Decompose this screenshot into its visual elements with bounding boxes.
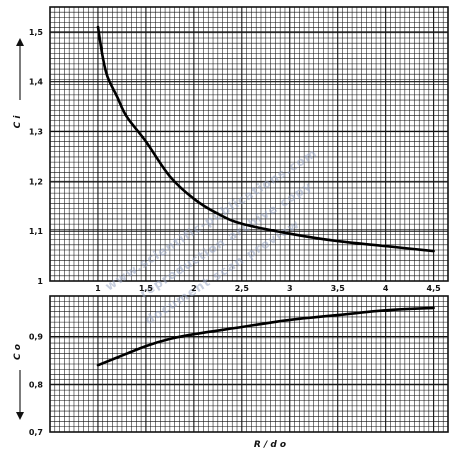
upper-y-tick-label: 1,1 bbox=[29, 227, 44, 236]
lower-y-axis-label: C o bbox=[13, 344, 23, 360]
x-tick-label: 1,5 bbox=[139, 284, 154, 293]
upper-panel-grid bbox=[49, 6, 449, 282]
lower-y-tick-label: 0,9 bbox=[29, 333, 44, 342]
x-tick-label: 1 bbox=[95, 284, 101, 293]
upper-y-tick-label: 1,3 bbox=[29, 128, 43, 137]
lower-y-tick-label: 0,7 bbox=[29, 428, 43, 437]
upper-y-tick-label: 1 bbox=[37, 277, 43, 286]
upper-series-group bbox=[96, 25, 435, 253]
axis-labels: C i C o R / d o bbox=[13, 38, 286, 450]
x-tick-label: 2,5 bbox=[235, 284, 250, 293]
lower-y-arrowhead bbox=[16, 412, 24, 420]
lower-y-tick-label: 0,8 bbox=[29, 380, 44, 389]
x-tick-label: 3 bbox=[287, 284, 293, 293]
x-tick-label: 4,5 bbox=[427, 284, 442, 293]
upper-y-tick-label: 1,5 bbox=[29, 28, 44, 37]
lower-series-group bbox=[96, 306, 435, 367]
upper-series-line bbox=[96, 25, 435, 253]
upper-y-axis-label: C i bbox=[13, 115, 23, 129]
upper-y-tick-label: 1,2 bbox=[29, 177, 43, 186]
x-tick-label: 4 bbox=[383, 284, 389, 293]
upper-y-arrowhead bbox=[16, 38, 24, 46]
tick-labels: 1 1,1 1,2 1,3 1,4 1,5 0,7 0,8 0,9 1 1,5 2 2,5 3 3,5 4 4,… bbox=[29, 28, 441, 437]
x-tick-label: 3,5 bbox=[331, 284, 346, 293]
x-tick-label: 2 bbox=[191, 284, 197, 293]
x-axis-label: R / d o bbox=[254, 440, 286, 450]
lower-panel-grid bbox=[49, 295, 449, 433]
upper-grid-frame bbox=[49, 6, 449, 282]
lower-series-line bbox=[96, 306, 435, 367]
upper-y-tick-label: 1,4 bbox=[29, 78, 44, 87]
